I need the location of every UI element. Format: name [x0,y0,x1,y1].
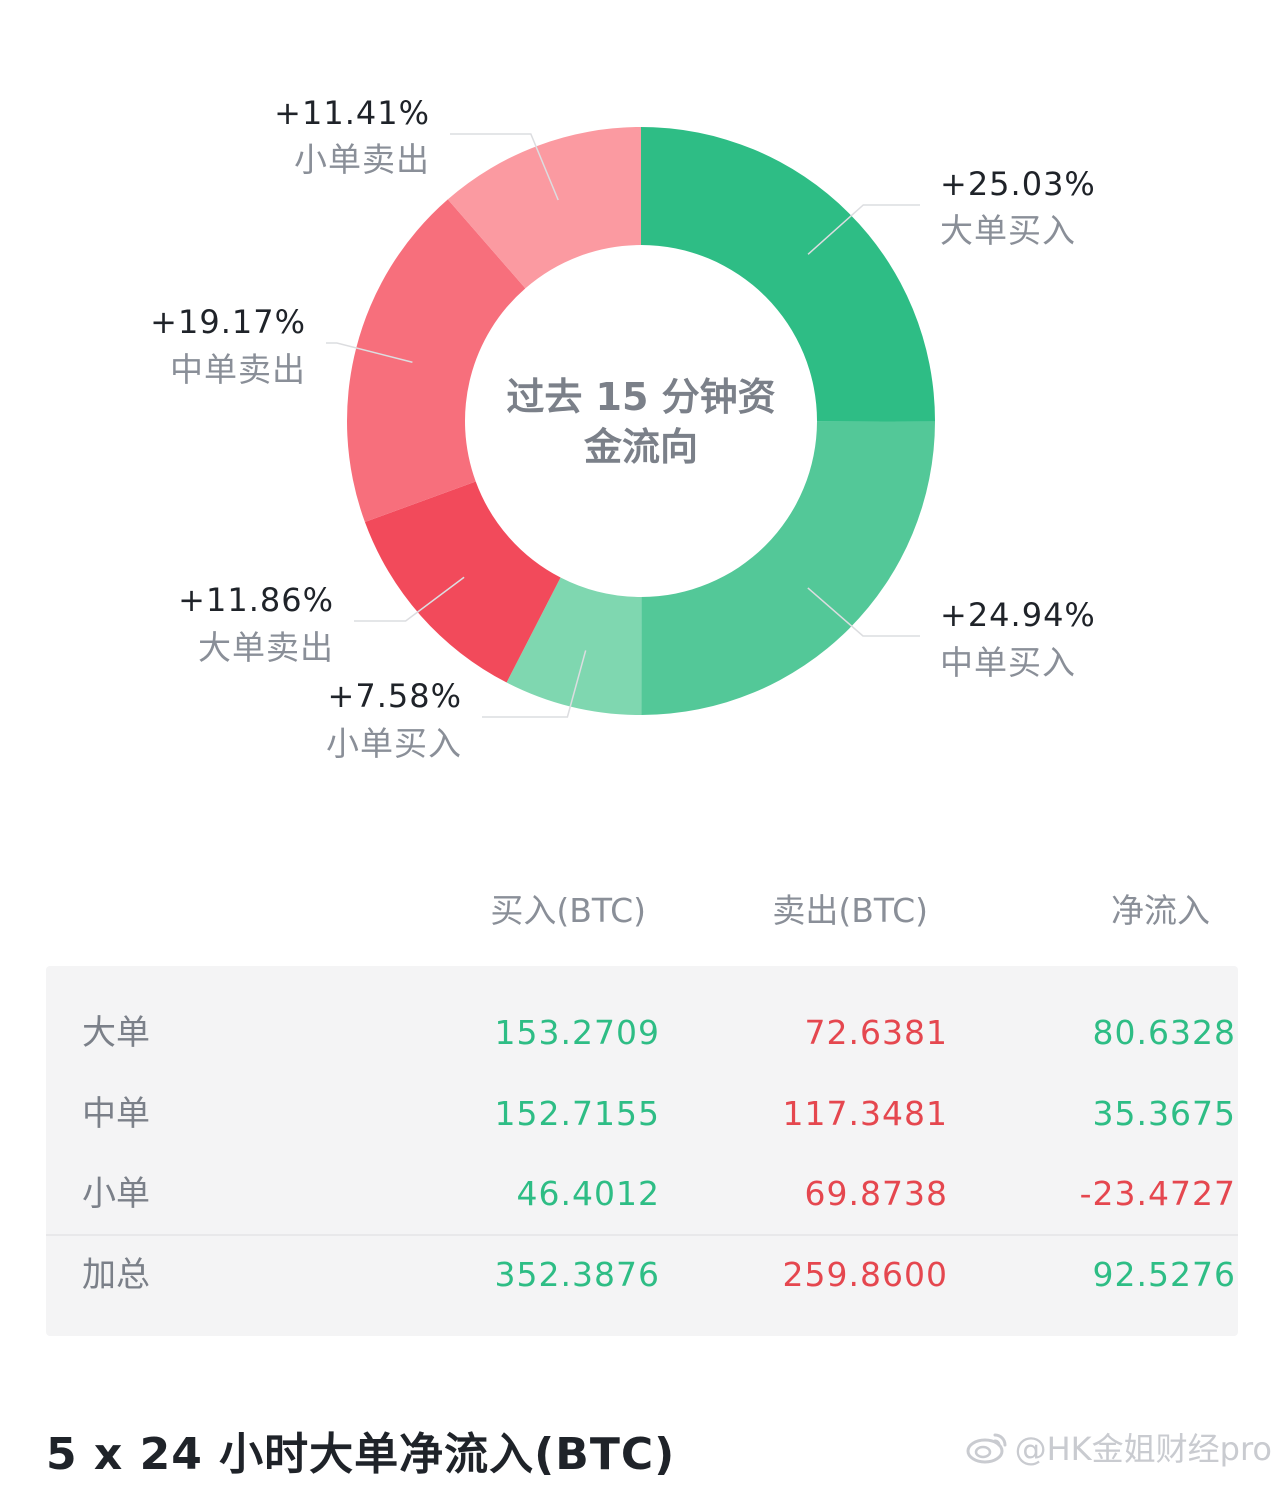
buy-value: 152.7155 [494,1094,660,1133]
donut-slices [346,127,935,715]
donut-slice [364,481,561,683]
section-title: 5 x 24 小时大单净流入(BTC) [46,1429,676,1480]
slice-category-label: 大单卖出 [198,628,334,667]
net-value: 92.5276 [1092,1255,1236,1294]
net-value: -23.4727 [1079,1174,1236,1213]
slice-category-label: 中单买入 [940,643,1076,682]
slice-percent-label: +7.58% [328,677,462,715]
watermark: @HK金姐财经pro [965,1424,1272,1470]
donut-slice [346,199,526,523]
leader-line [482,650,587,718]
slice-percent-label: +24.94% [940,596,1096,634]
row-label: 小单 [82,1174,150,1214]
row-label: 中单 [82,1094,150,1134]
donut-slice [641,421,935,715]
label-leader-lines [326,133,920,718]
fund-flow-donut-chart: +25.03% 大单买入 +24.94% 中单买入 +7.58% 小单买入 +11.86% 大… [150,94,1096,763]
leader-line [326,342,413,363]
donut-center-title-line1: 过去 15 分钟资 [506,375,775,419]
slice-category-label: 中单卖出 [170,350,306,389]
watermark-text: @HK金姐财经pro [1014,1430,1272,1468]
sell-value: 259.8600 [782,1255,948,1294]
leader-line [807,587,920,637]
weibo-icon [966,1433,1007,1464]
buy-value: 153.2709 [494,1013,660,1052]
slice-percent-label: +11.86% [178,581,334,619]
total-divider [46,1234,1238,1236]
table-row-medium: 中单 152.7155 117.3481 35.3675 [46,1079,1238,1149]
donut-slice [641,127,935,422]
table-row-small: 小单 46.4012 69.8738 -23.4727 [46,1159,1238,1229]
sell-value: 117.3481 [782,1094,948,1133]
header-net-inflow: 净流入 [1111,891,1210,930]
leader-line [354,576,465,622]
header-buy: 买入(BTC) [490,891,646,930]
sell-value: 69.8738 [804,1174,948,1213]
row-label: 大单 [82,1013,150,1053]
row-label: 加总 [82,1255,150,1295]
donut-slice [506,577,642,715]
net-value: 80.6328 [1092,1013,1236,1052]
donut-center-title-line2: 金流向 [583,425,698,469]
table-row-large: 大单 153.2709 72.6381 80.6328 [46,998,1238,1068]
slice-percent-label: +25.03% [940,165,1096,203]
net-value: 35.3675 [1092,1094,1236,1133]
slice-labels: +25.03% 大单买入 +24.94% 中单买入 +7.58% 小单买入 +11.86% 大… [150,94,1096,763]
slice-percent-label: +19.17% [150,303,306,341]
leader-line [450,133,559,201]
sell-value: 72.6381 [804,1013,948,1052]
slice-category-label: 小单买入 [326,724,462,763]
buy-value: 352.3876 [494,1255,660,1294]
slice-category-label: 大单买入 [940,211,1076,250]
leader-line [807,204,920,255]
flow-table: 大单 153.2709 72.6381 80.6328 中单 152.7155 … [46,966,1238,1336]
donut-slice [447,127,641,289]
table-row-total: 加总 352.3876 259.8600 92.5276 [46,1240,1238,1310]
buy-value: 46.4012 [516,1174,660,1213]
header-sell: 卖出(BTC) [772,891,928,930]
slice-category-label: 小单卖出 [294,140,430,179]
slice-percent-label: +11.41% [274,94,430,132]
